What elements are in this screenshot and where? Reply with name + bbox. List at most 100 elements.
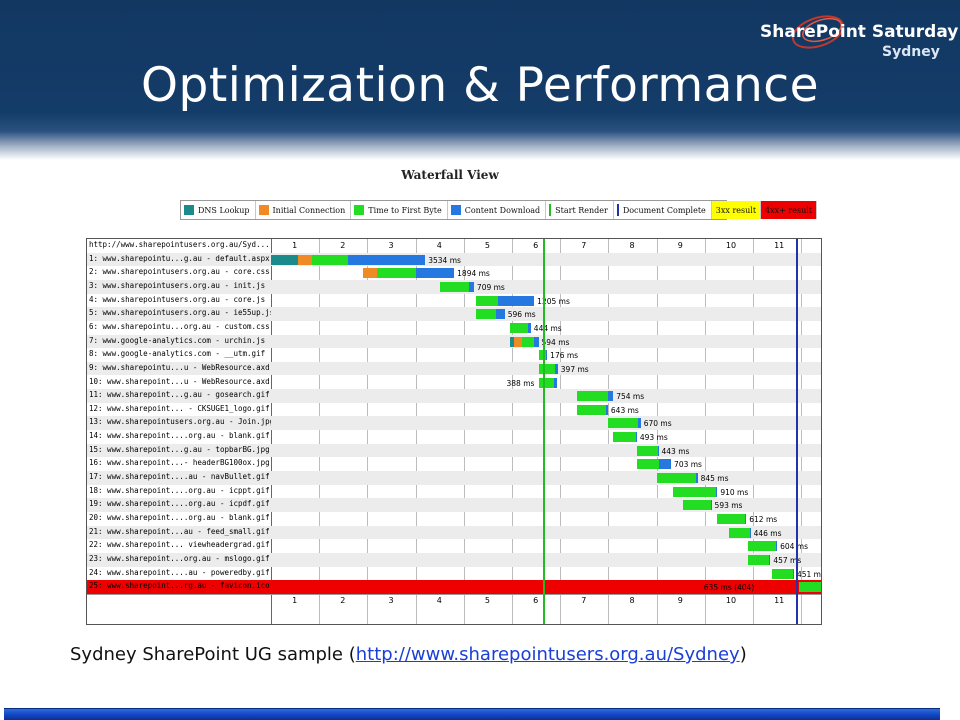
slide-title: Optimization & Performance <box>140 58 820 113</box>
time-tick-label: 6 <box>533 595 539 605</box>
connect-segment <box>297 254 312 265</box>
request-time-label: 604 ms <box>780 542 809 552</box>
ttfb-segment <box>538 377 555 388</box>
request-time-label: 643 ms <box>610 405 639 415</box>
ttfb-segment <box>475 295 498 306</box>
waterfall-row: 12: www.sharepoint... - CKSUGE1_logo.gif <box>87 403 821 417</box>
time-tick-label: 6 <box>533 241 539 250</box>
download-segment <box>496 309 505 320</box>
waterfall-row: 20: www.sharepoint....org.au - blank.gif <box>87 512 821 526</box>
waterfall-title: Waterfall View <box>401 168 499 182</box>
request-label: 9: www.sharepointu...u - WebResource.axd <box>89 362 270 372</box>
waterfall-chart: 1 1 2 2 3 3 4 4 5 5 6 6 7 7 8 8 9 9 10 10 11 11 http://www.sh… <box>86 238 822 625</box>
time-tick-label: 10 <box>725 595 737 605</box>
download-segment <box>745 514 747 524</box>
request-time-label: 593 ms <box>714 501 743 511</box>
gridline <box>512 239 513 624</box>
connect-segment <box>362 268 378 279</box>
request-time-label: 596 ms <box>507 310 536 320</box>
request-label: 6: www.sharepointu...org.au - custom.css <box>89 321 270 331</box>
label-divider <box>271 239 272 624</box>
waterfall-row: 11: www.sharepoint...g.au - gosearch.gif <box>87 389 821 403</box>
sharepoint-saturday-logo: SharePoint Saturday Sydney <box>760 6 958 68</box>
logo-swirl-icon <box>791 15 845 49</box>
caption-suffix: ) <box>739 644 747 665</box>
request-time-label: 397 ms <box>560 364 589 374</box>
footer-bar <box>4 708 940 720</box>
download-segment <box>497 295 535 306</box>
ttfb-segment <box>439 281 469 292</box>
download-segment <box>659 459 672 470</box>
request-time-label: 1894 ms <box>457 269 490 279</box>
gridline <box>319 239 321 624</box>
time-tick-label: 1 <box>292 241 298 250</box>
request-time-label: 443 ms <box>661 446 690 456</box>
request-label: 21: www.sharepoint...au - feed_small.gif <box>89 526 270 536</box>
request-time-label: 457 ms <box>773 555 802 565</box>
time-tick-label: 8 <box>629 595 635 605</box>
ttfb-segment <box>538 350 546 361</box>
ttfb-segment <box>683 500 711 511</box>
request-label: 13: www.sharepointusers.org.au - Join.jp… <box>89 417 271 427</box>
request-label: 20: www.sharepoint....org.au - blank.gif <box>89 513 270 522</box>
time-tick-label: 2 <box>340 595 346 605</box>
gridline <box>415 239 417 624</box>
waterfall-row: 23: www.sharepoint...org.au - mslogo.gif <box>87 552 821 567</box>
request-label: 14: www.sharepoint....org.au - blank.gif <box>89 431 270 441</box>
waterfall-row: 18: www.sharepoint....org.au - icppt.gif <box>87 485 821 499</box>
time-tick-label: 11 <box>774 595 785 605</box>
ttfb-segment <box>716 514 746 524</box>
caption-link[interactable]: http://www.sharepointusers.org.au/Sydney <box>355 644 740 665</box>
ttfb-segment <box>577 404 606 415</box>
legend-item: DNS Lookup <box>181 201 256 219</box>
gridline <box>608 239 610 624</box>
download-segment <box>696 473 698 484</box>
legend-item: Time to First Byte <box>351 201 448 219</box>
request-label: 2: www.sharepointusers.org.au - core.css <box>89 267 270 277</box>
gridline <box>367 239 369 624</box>
download-segment <box>769 554 771 565</box>
request-label: 11: www.sharepoint...g.au - gosearch.gif <box>89 390 270 400</box>
download-segment <box>716 486 718 497</box>
request-time-label: 635 ms (404) <box>703 583 755 593</box>
waterfall-legend: DNS Lookup Initial Connection Time to Firs… <box>180 200 817 220</box>
ttfb-segment <box>637 459 659 470</box>
legend-swatch <box>354 205 365 215</box>
time-tick-label: 9 <box>677 595 683 605</box>
legend-label: Document Complete <box>622 205 706 215</box>
time-tick-label: 3 <box>388 595 394 605</box>
request-time-label: 612 ms <box>749 515 778 524</box>
time-tick-label: 1 <box>292 595 298 605</box>
caption: Sydney SharePoint UG sample (http://www.… <box>70 644 747 665</box>
download-segment <box>793 568 794 579</box>
legend-line <box>616 204 619 216</box>
waterfall-row: 1: www.sharepointu...g.au - default.aspx <box>87 252 821 267</box>
ttfb-segment <box>637 445 658 456</box>
legend-label: 4xx+ result <box>765 205 812 215</box>
legend-item: Document Complete <box>614 201 712 219</box>
legend-swatch <box>258 205 269 215</box>
time-tick-label: 5 <box>484 241 490 250</box>
slide-header: SharePoint Saturday Sydney Optimization … <box>0 0 960 160</box>
legend-label: Initial Connection <box>272 205 346 215</box>
waterfall-row: 22: www.sharepoint... viewheadergrad.gif <box>87 539 821 553</box>
request-label: 24: www.sharepoint....au - poweredby.gif <box>89 567 270 577</box>
gridline <box>560 239 562 624</box>
request-time-label: 709 ms <box>476 282 505 292</box>
time-tick-label: 11 <box>774 241 785 250</box>
waterfall-row: 5: www.sharepointusers.org.au - ie55up.j… <box>87 307 821 321</box>
ttfb-segment <box>538 363 556 374</box>
waterfall-row: 13: www.sharepointusers.org.au - Join.jp… <box>87 416 821 431</box>
ttfb-segment <box>377 268 416 279</box>
request-label: 18: www.sharepoint....org.au - icppt.gif <box>89 485 270 495</box>
dns-segment <box>509 336 515 347</box>
ttfb-segment <box>673 486 717 497</box>
gridline <box>704 239 706 624</box>
request-label: 15: www.sharepoint...g.au - topbarBG.jpg <box>89 444 270 454</box>
time-tick-label: 7 <box>581 241 587 250</box>
request-time-label: 493 ms <box>639 433 668 443</box>
request-label: 7: www.google-analytics.com - urchin.js <box>89 335 266 345</box>
request-label: 8: www.google-analytics.com - __utm.gif <box>89 349 266 359</box>
ttfb-segment <box>613 432 636 443</box>
legend-swatch <box>184 205 194 215</box>
